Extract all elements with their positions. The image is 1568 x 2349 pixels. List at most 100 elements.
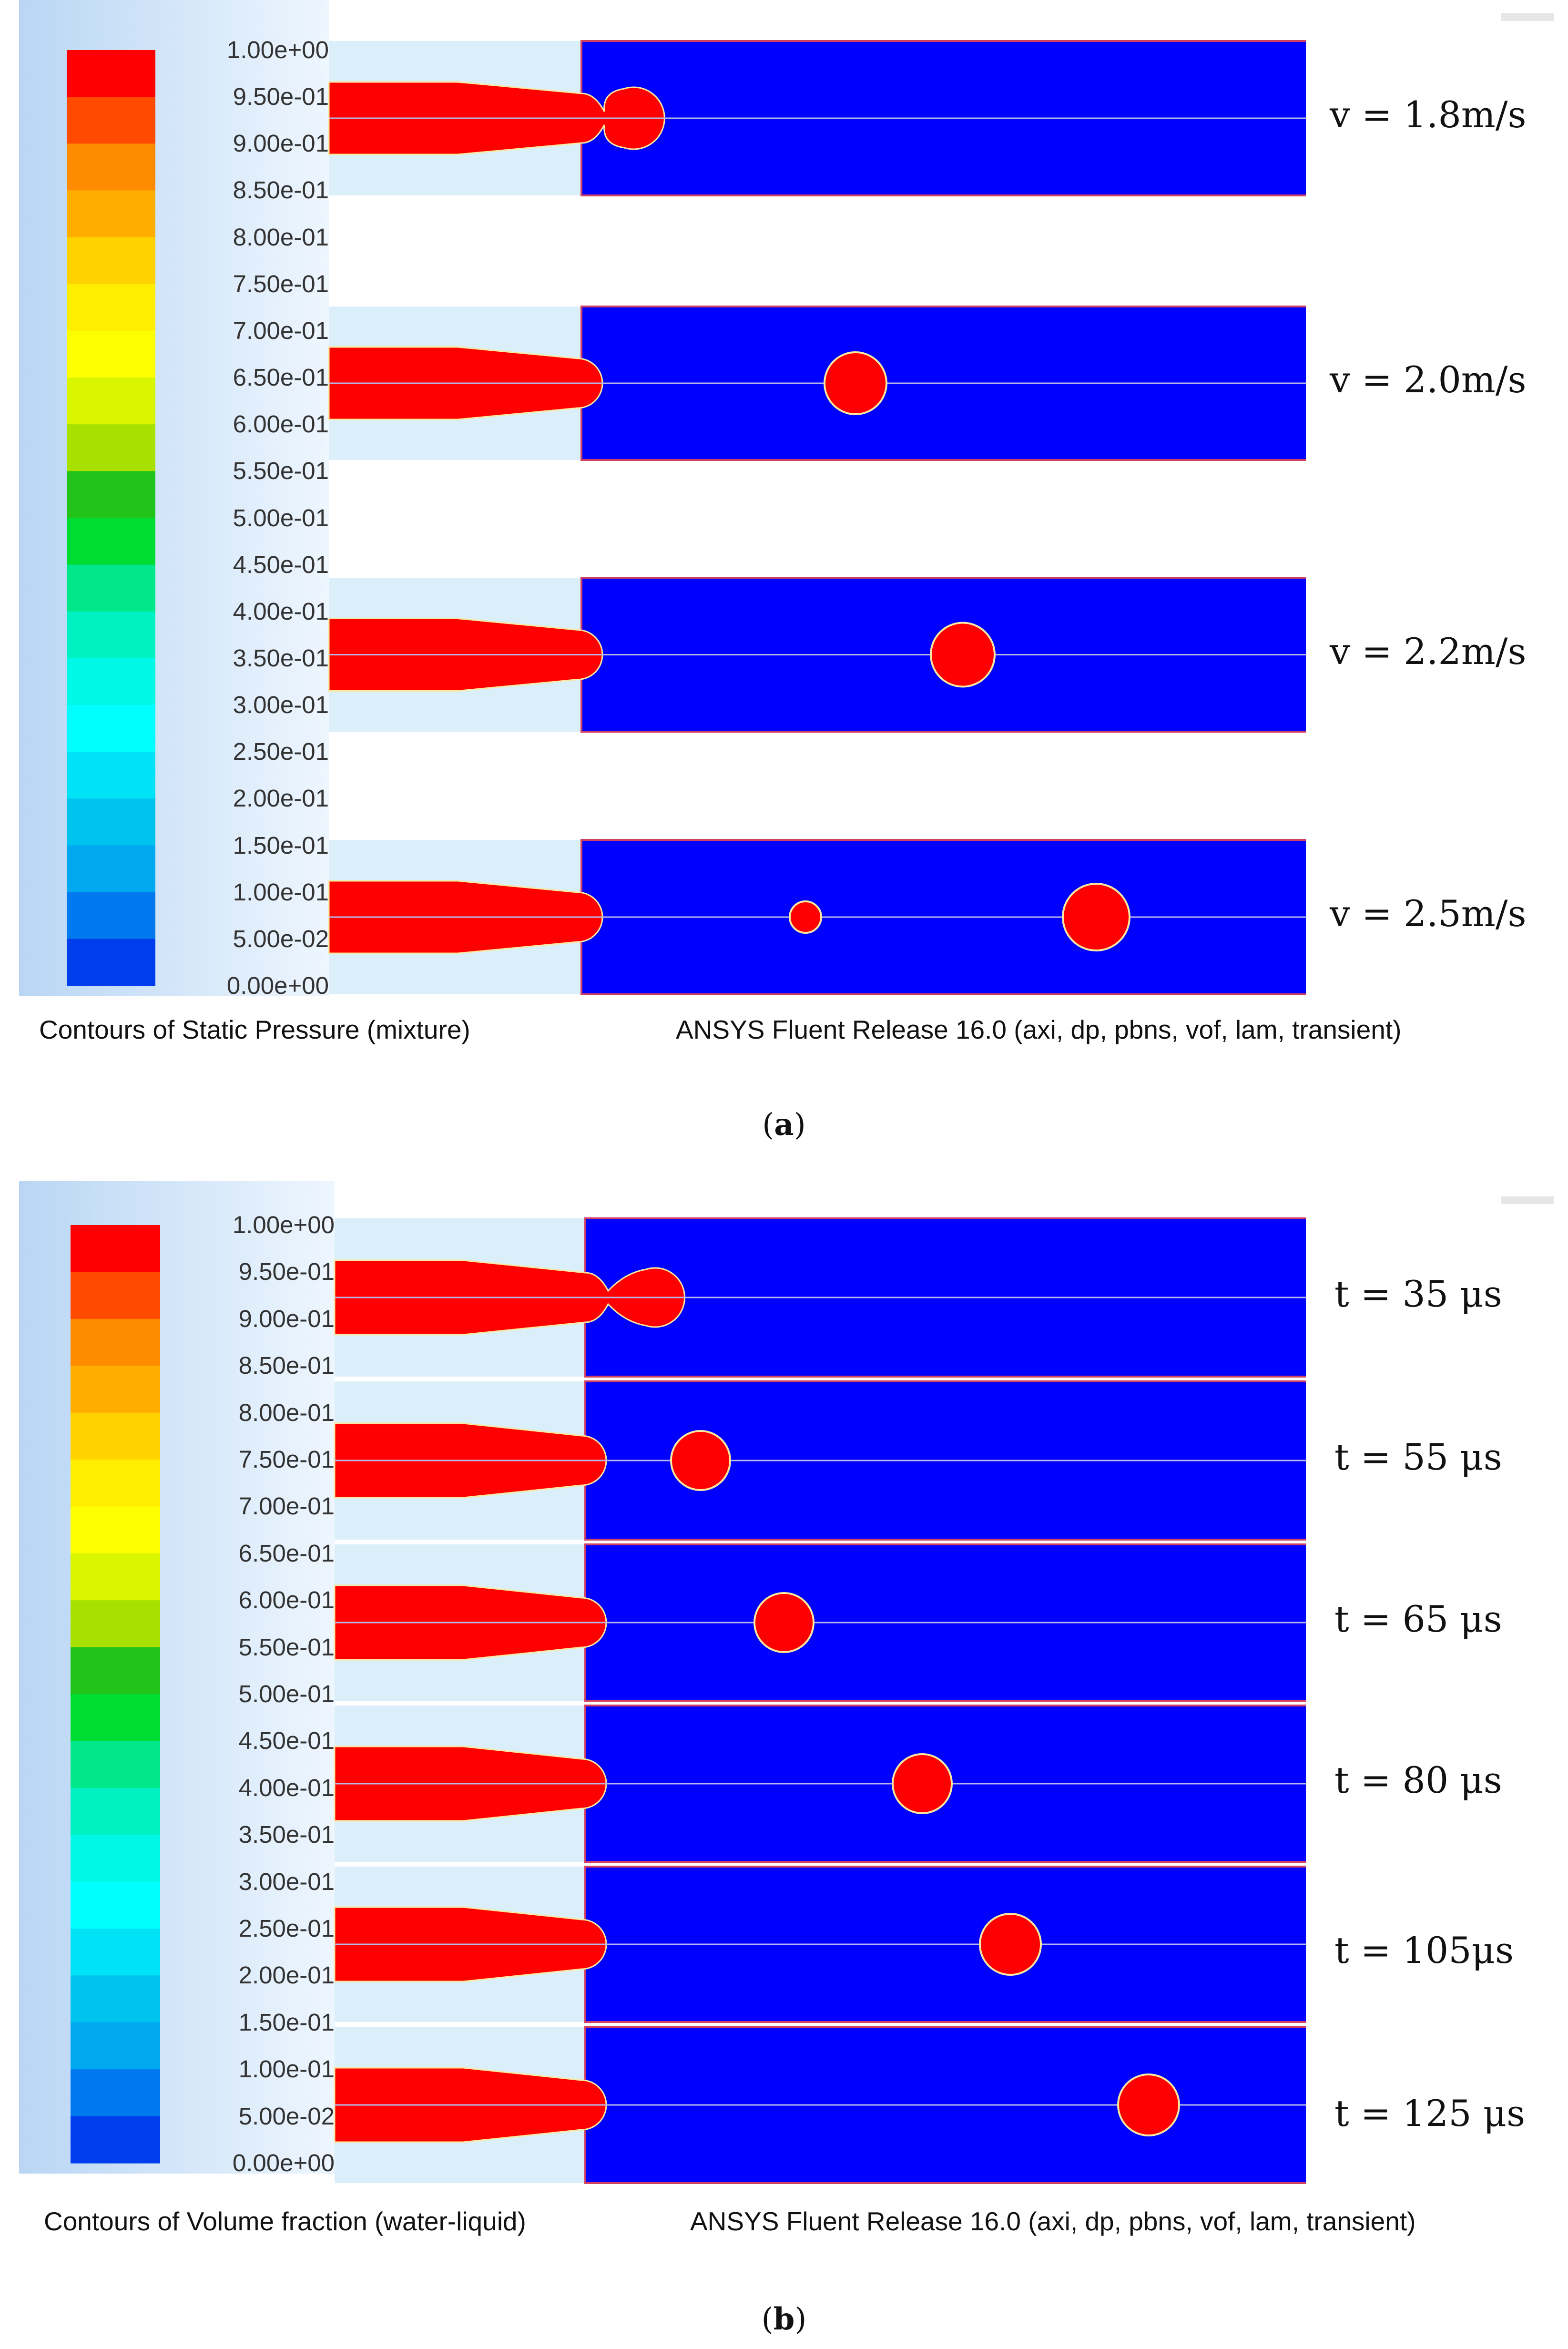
colorbar-tick-label: 8.50e-01 <box>238 1352 335 1379</box>
corner-mark <box>1501 1196 1554 1204</box>
colorbar-tick-label: 2.50e-01 <box>238 1915 335 1942</box>
colorbar-swatch <box>67 892 155 940</box>
panel-a: 1.00e+00 9.50e-01 9.00e-01 8.50e-01 8.00e-01… <box>0 0 1568 1143</box>
colorbar-tick-label: 2.00e-01 <box>238 1961 335 1989</box>
colorbar-swatch <box>67 143 155 191</box>
colorbar-tick-label: 3.00e-01 <box>238 1868 335 1895</box>
colorbar-swatch <box>71 1881 160 1929</box>
colorbar-tick-label: 1.50e-01 <box>238 2008 335 2036</box>
condition-label: v = 2.0m/s <box>1330 358 1527 401</box>
colorbar-tick-label: 4.00e-01 <box>233 597 329 625</box>
colorbar-tick-label: 5.00e-01 <box>233 504 329 531</box>
colorbar-swatch <box>67 845 155 893</box>
droplet <box>1062 883 1130 951</box>
colorbar-tick-label: 7.50e-01 <box>233 270 329 297</box>
colorbar-tick-label: 8.50e-01 <box>233 176 329 204</box>
colorbar-tick-label: 2.50e-01 <box>233 738 329 766</box>
colorbar-tick-label: 6.00e-01 <box>238 1586 335 1614</box>
colorbar-swatch <box>71 1647 160 1695</box>
colorbar-tick-label: 3.50e-01 <box>233 644 329 672</box>
condition-label: v = 2.5m/s <box>1330 892 1527 935</box>
colorbar-tick-label: 4.50e-01 <box>233 551 329 578</box>
contour-figure-b <box>19 1181 1306 2236</box>
colorbar-tick-label: 3.50e-01 <box>238 1821 335 1849</box>
colorbar-swatch <box>71 1975 160 2023</box>
colorbar-tick-label: 6.00e-01 <box>233 410 329 438</box>
droplet <box>753 1592 815 1653</box>
subfigure-letter-a: a <box>774 1107 794 1143</box>
colorbar-swatch <box>71 1741 160 1788</box>
colorbar-swatch <box>71 2116 160 2164</box>
colorbar-swatch <box>67 330 155 378</box>
colorbar-tick-label: 5.00e-01 <box>238 1680 335 1707</box>
colorbar-swatch <box>71 1600 160 1648</box>
condition-label: t = 105μs <box>1334 1929 1514 1971</box>
corner-mark <box>1501 13 1554 21</box>
colorbar-swatch <box>71 1929 160 1976</box>
colorbar-tick-label: 1.00e+00 <box>226 36 329 63</box>
subfigure-letter-b: b <box>773 2301 795 2337</box>
droplet <box>1117 2073 1180 2136</box>
droplet <box>930 622 996 688</box>
colorbar-tick-label: 9.50e-01 <box>233 83 329 111</box>
colorbar-swatch <box>67 284 155 331</box>
colorbar-swatch <box>71 1412 160 1460</box>
colorbar-swatch <box>67 798 155 846</box>
colorbar-swatch <box>67 518 155 565</box>
subfigure-label-b: (b) <box>761 2301 807 2337</box>
colorbar-tick-label: 0.00e+00 <box>226 972 329 999</box>
condition-label: t = 80 μs <box>1334 1759 1502 1801</box>
colorbar-tick-label: 6.50e-01 <box>238 1539 335 1567</box>
colorbar-tick-label: 5.00e-02 <box>233 925 329 952</box>
colorbar-tick-label: 0.00e+00 <box>232 2149 335 2176</box>
colorbar-swatch <box>71 2069 160 2117</box>
caption-left-b: Contours of Volume fraction (water-liqui… <box>44 2206 526 2236</box>
colorbar-tick-label: 7.00e-01 <box>233 317 329 344</box>
panel-b: 1.00e+00 9.50e-01 9.00e-01 8.50e-01 8.00e-01… <box>0 1181 1568 2349</box>
colorbar-swatch <box>71 1694 160 1741</box>
colorbar-swatch <box>67 752 155 799</box>
colorbar-tick-label: 5.50e-01 <box>233 457 329 485</box>
subfigure-label-a: (a) <box>762 1107 806 1143</box>
colorbar-swatch <box>67 658 155 705</box>
colorbar-swatch <box>71 1366 160 1413</box>
colorbar-tick-label: 7.50e-01 <box>238 1446 335 1473</box>
colorbar-swatch <box>67 564 155 612</box>
colorbar-tick-label: 4.00e-01 <box>238 1774 335 1801</box>
colorbar-tick-label: 1.50e-01 <box>233 831 329 859</box>
colorbar-swatch <box>71 1272 160 1319</box>
contour-plot-a <box>19 0 1306 996</box>
colorbar-swatch <box>71 1553 160 1601</box>
colorbar-tick-label: 8.00e-01 <box>238 1399 335 1426</box>
caption-right-b: ANSYS Fluent Release 16.0 (axi, dp, pbns… <box>690 2206 1416 2236</box>
colorbar-tick-label: 9.50e-01 <box>238 1258 335 1286</box>
caption-right-a: ANSYS Fluent Release 16.0 (axi, dp, pbns… <box>676 1015 1402 1044</box>
condition-label: t = 125 μs <box>1334 2092 1526 2135</box>
condition-label: v = 1.8m/s <box>1330 93 1527 136</box>
condition-label: t = 35 μs <box>1334 1273 1502 1315</box>
droplet <box>979 1913 1042 1976</box>
colorbar-swatch <box>71 1318 160 1366</box>
colorbar-tick-label: 7.00e-01 <box>238 1492 335 1520</box>
colorbar-tick-label: 3.00e-01 <box>233 691 329 719</box>
colorbar-swatch <box>71 2022 160 2070</box>
colorbar-swatch <box>67 378 155 425</box>
colorbar-swatch <box>67 424 155 471</box>
contour-figure-a <box>19 0 1306 1020</box>
condition-label: v = 2.2m/s <box>1330 630 1527 673</box>
colorbar-tick-label: 1.00e-01 <box>238 2055 335 2083</box>
caption-left-a: Contours of Static Pressure (mixture) <box>39 1015 470 1044</box>
colorbar-tick-label: 5.50e-01 <box>238 1633 335 1661</box>
colorbar-swatch <box>67 471 155 519</box>
condition-label: t = 65 μs <box>1334 1598 1502 1640</box>
colorbar-swatch <box>71 1460 160 1507</box>
droplet <box>824 351 887 415</box>
colorbar-swatch <box>67 611 155 659</box>
colorbar-swatch <box>67 50 155 97</box>
droplet <box>670 1430 731 1491</box>
colorbar-tick-label: 1.00e+00 <box>232 1211 335 1238</box>
colorbar-swatch <box>67 705 155 752</box>
colorbar-swatch <box>67 237 155 285</box>
colorbar-swatch <box>71 1506 160 1554</box>
colorbar-swatch <box>67 939 155 986</box>
